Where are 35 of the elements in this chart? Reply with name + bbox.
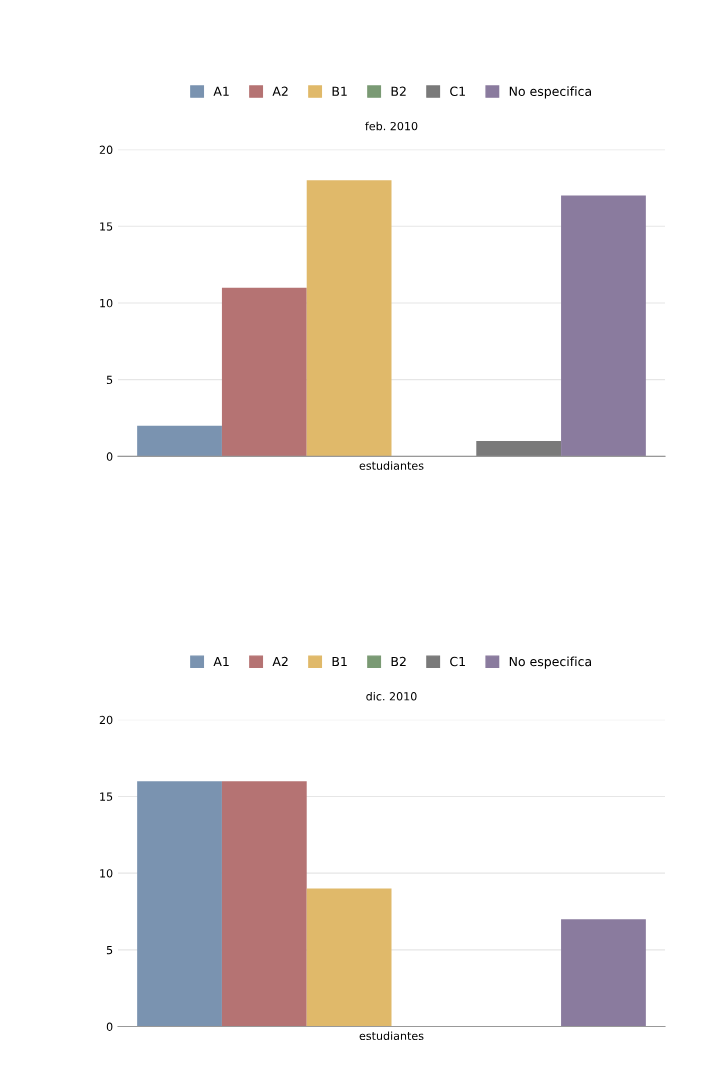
legend-label: No especifica bbox=[509, 656, 592, 669]
y-tick-label: 10 bbox=[100, 869, 113, 878]
x-tick-label: estudiantes bbox=[359, 1031, 424, 1041]
legend-label: A2 bbox=[272, 656, 288, 667]
legend-label: No especifica bbox=[509, 86, 592, 99]
chart-title: feb. 2010 bbox=[365, 121, 418, 131]
bar bbox=[221, 287, 307, 457]
bar bbox=[476, 441, 562, 457]
legend-label: B2 bbox=[391, 86, 406, 96]
y-tick-label: 15 bbox=[100, 222, 113, 231]
chart-title: dic. 2010 bbox=[366, 691, 417, 701]
bar bbox=[561, 919, 646, 1027]
bar bbox=[306, 888, 392, 1027]
y-tick-label: 20 bbox=[99, 145, 113, 154]
bar bbox=[221, 781, 307, 1027]
legend-label: C1 bbox=[450, 86, 465, 97]
legend-label: B1 bbox=[332, 656, 347, 667]
y-tick-label: 20 bbox=[99, 715, 113, 725]
y-tick-label: 5 bbox=[106, 945, 113, 955]
legend-label: B2 bbox=[391, 656, 406, 667]
legend-label: C1 bbox=[450, 656, 465, 667]
legend-label: A2 bbox=[272, 86, 288, 96]
bar bbox=[137, 425, 222, 457]
bar bbox=[306, 180, 392, 457]
legend-label: B1 bbox=[332, 86, 347, 96]
y-tick-label: 10 bbox=[100, 298, 113, 308]
y-tick-label: 5 bbox=[106, 375, 113, 385]
bar bbox=[137, 781, 222, 1027]
y-tick-label: 0 bbox=[106, 452, 113, 461]
y-tick-label: 15 bbox=[100, 792, 113, 801]
y-tick-label: 0 bbox=[106, 1022, 113, 1031]
legend-label: A1 bbox=[213, 86, 229, 96]
bar bbox=[561, 195, 646, 457]
legend-label: A1 bbox=[213, 656, 229, 667]
x-tick-label: estudiantes bbox=[359, 461, 424, 470]
